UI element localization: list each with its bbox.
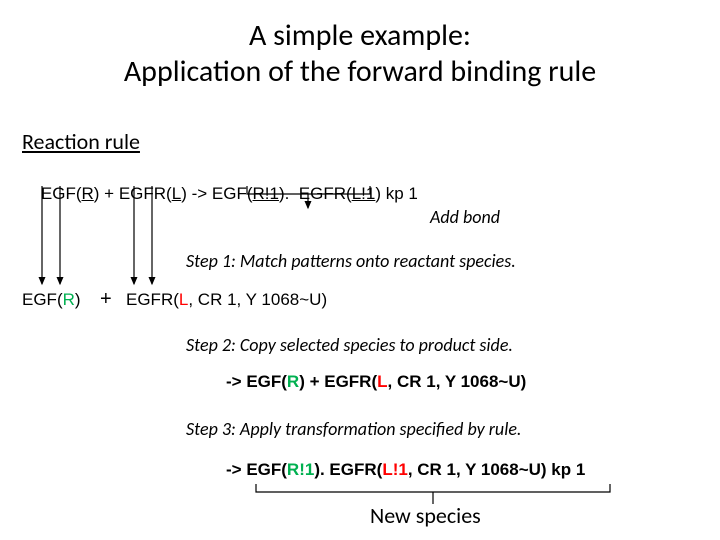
species-line-2: EGFR(L, CR 1, Y 1068~U) (126, 290, 327, 310)
copy-arrow: -> (226, 372, 246, 391)
copy-a: EGF( (246, 372, 287, 391)
step1-label: Step 1: Match patterns onto reactant spe… (186, 250, 516, 272)
res-R1: R!1 (287, 460, 314, 479)
copy-line: -> EGF(R) + EGFR(L, CR 1, Y 1068~U) (226, 372, 526, 392)
copy-b: ) + EGFR( (299, 372, 377, 391)
sp2-L: L (179, 290, 188, 309)
step3-label: Step 3: Apply transformation specified b… (186, 418, 521, 440)
new-species-label: New species (370, 502, 481, 529)
res-d: , CR 1, Y 1068~U) kp 1 (408, 460, 586, 479)
add-bond-label: Add bond (430, 206, 500, 228)
copy-L: L (377, 372, 387, 391)
slide: A simple example: Application of the for… (0, 0, 720, 540)
plus-sign: + (100, 288, 112, 311)
res-arrow: -> (226, 460, 246, 479)
sp1-b: ) (75, 290, 81, 309)
sp1-R: R (63, 290, 75, 309)
sp2-a: EGFR( (126, 290, 179, 309)
species-line-1: EGF(R) (22, 290, 81, 310)
sp1-a: EGF( (22, 290, 63, 309)
result-line: -> EGF(R!1). EGFR(L!1, CR 1, Y 1068~U) k… (226, 460, 585, 480)
res-a: EGF( (246, 460, 287, 479)
sp2-d: , CR 1, Y 1068~U) (188, 290, 327, 309)
step2-label: Step 2: Copy selected species to product… (186, 334, 513, 356)
res-L1: L!1 (382, 460, 408, 479)
copy-d: , CR 1, Y 1068~U) (388, 372, 527, 391)
copy-R: R (287, 372, 299, 391)
res-b: ). EGFR( (314, 460, 382, 479)
